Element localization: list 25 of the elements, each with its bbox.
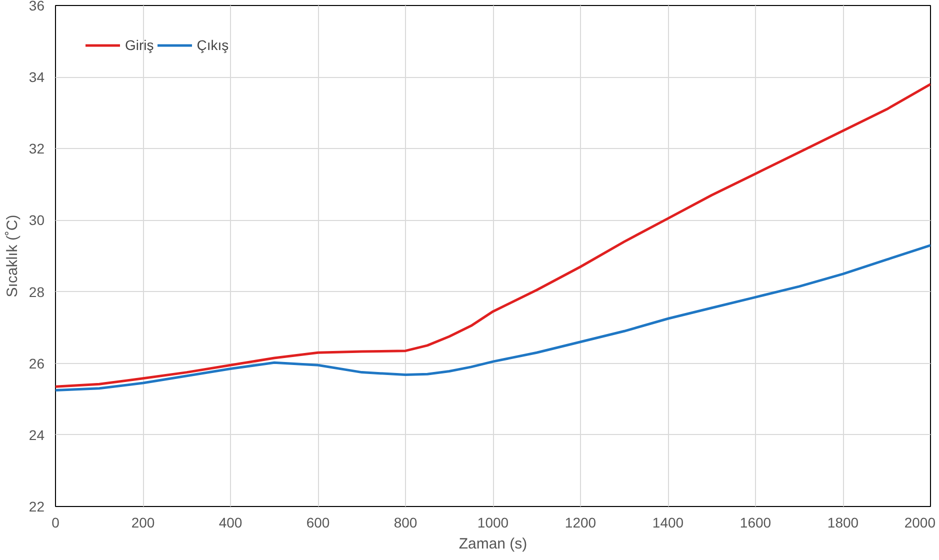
x-tick-label: 1600 bbox=[740, 514, 772, 530]
y-tick-label: 30 bbox=[28, 212, 45, 228]
y-tick-label: 26 bbox=[28, 355, 45, 372]
x-tick-label: 400 bbox=[218, 514, 242, 530]
x-tick-label: 1800 bbox=[827, 514, 859, 530]
y-tick-label: 32 bbox=[28, 140, 45, 157]
x-tick-label: 800 bbox=[394, 514, 418, 530]
y-tick-label: 28 bbox=[28, 284, 45, 300]
y-axis-title: Sıcaklık (˚C) bbox=[4, 214, 21, 298]
legend-label: Giriş bbox=[125, 37, 154, 53]
line-series bbox=[56, 82, 930, 388]
x-tick-label: 2000 bbox=[904, 514, 936, 530]
x-tick-label: 200 bbox=[131, 514, 155, 530]
y-tick-label: 22 bbox=[28, 498, 45, 514]
x-tick-label: 1000 bbox=[477, 514, 509, 530]
y-tick-label: 36 bbox=[28, 0, 45, 14]
x-axis-title: Zaman (s) bbox=[458, 536, 528, 552]
y-tick-label: 24 bbox=[28, 426, 45, 443]
x-tick-label: 1400 bbox=[652, 514, 684, 530]
x-tick-label: 0 bbox=[52, 514, 60, 530]
x-tick-label: 1200 bbox=[564, 514, 596, 530]
legend-label: Çıkış bbox=[196, 37, 229, 53]
x-tick-label: 600 bbox=[306, 514, 330, 530]
y-tick-label: 34 bbox=[28, 69, 45, 86]
line-series bbox=[56, 244, 930, 392]
